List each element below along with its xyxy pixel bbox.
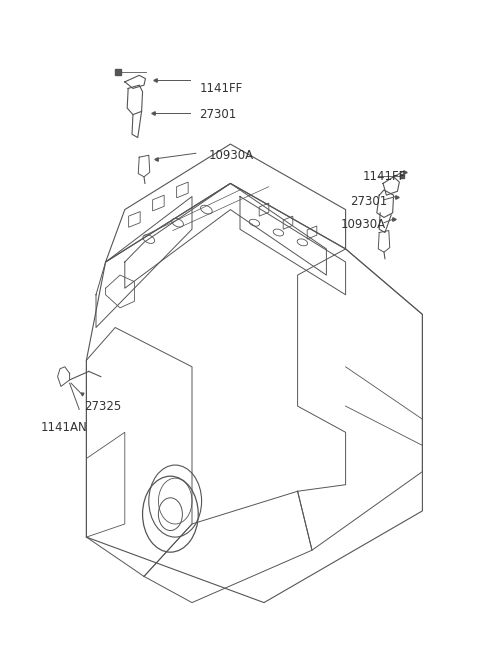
Text: 10930A: 10930A: [209, 149, 254, 162]
Text: 27301: 27301: [350, 195, 388, 208]
Text: 10930A: 10930A: [341, 218, 386, 231]
Text: 1141AN: 1141AN: [41, 421, 87, 434]
Text: 1141FF: 1141FF: [362, 170, 406, 183]
Text: 27325: 27325: [84, 400, 121, 413]
Text: 27301: 27301: [199, 108, 237, 121]
Text: 1141FF: 1141FF: [199, 82, 242, 95]
